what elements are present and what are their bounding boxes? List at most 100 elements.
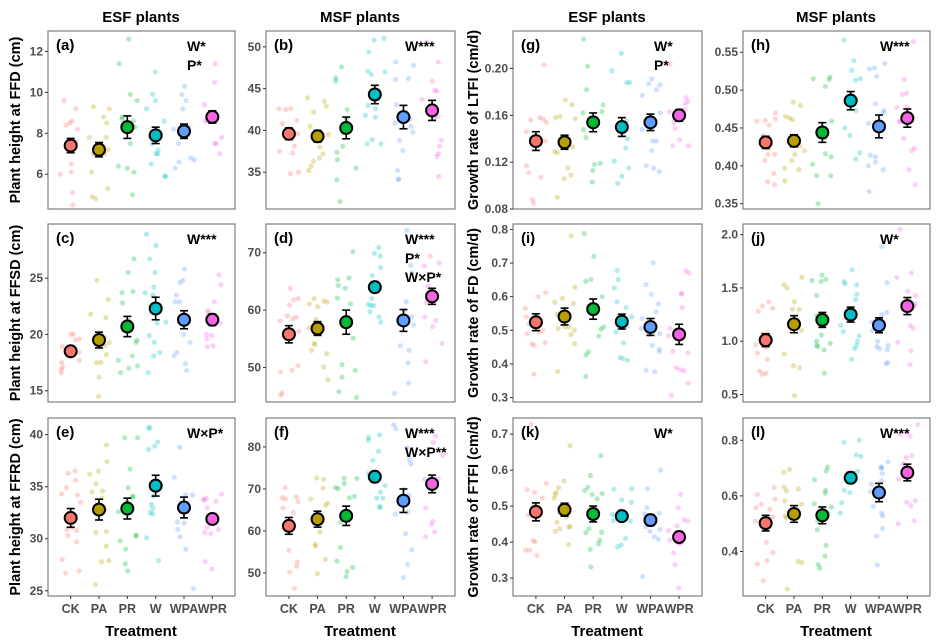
mean-point-pa <box>787 506 801 521</box>
raw-point-pa <box>781 469 787 475</box>
raw-point-w <box>623 145 629 151</box>
raw-point-ck <box>70 331 77 338</box>
raw-point-pa <box>572 284 578 290</box>
raw-point-w <box>152 443 158 449</box>
raw-point-pa <box>552 491 558 498</box>
raw-point-pr <box>337 544 344 550</box>
raw-point-wpr <box>436 173 442 180</box>
raw-point-w <box>155 439 161 445</box>
raw-point-w <box>611 158 618 164</box>
raw-point-wpr <box>911 145 918 152</box>
raw-point-ck <box>772 151 778 158</box>
raw-point-pr <box>117 538 124 544</box>
raw-point-wpa <box>176 299 183 305</box>
raw-point-pa <box>792 151 798 158</box>
mean-point-pr <box>339 315 354 330</box>
mean-point-pa <box>310 321 325 336</box>
raw-point-pr <box>115 357 122 363</box>
raw-point-ck <box>277 148 283 154</box>
raw-point-pa <box>789 306 795 312</box>
raw-point-wpr <box>908 348 914 354</box>
panel-c: 15 20 25 Plant height at FFSD (cm) (c) W*** <box>8 223 236 403</box>
y-tick-label: 10 <box>30 85 44 99</box>
raw-point-pr <box>810 161 816 167</box>
raw-point-pr <box>818 278 824 285</box>
raw-point-ck <box>524 163 530 169</box>
raw-point-wpr <box>419 96 425 103</box>
raw-point-wpr <box>667 325 673 331</box>
raw-point-pa <box>313 316 319 322</box>
raw-point-pr <box>334 177 340 183</box>
y-tick-label: 6 <box>36 167 43 181</box>
mean-point-wpa <box>872 119 886 134</box>
raw-point-pr <box>346 275 352 281</box>
raw-point-wpr <box>681 517 687 523</box>
raw-point-w <box>371 37 377 43</box>
raw-point-pa <box>556 485 562 491</box>
raw-point-pa <box>795 486 801 492</box>
raw-point-ck <box>771 484 777 491</box>
raw-point-wpr <box>432 433 438 439</box>
raw-point-pr <box>589 179 595 185</box>
raw-point-wpr <box>208 530 214 537</box>
raw-point-wpa <box>656 348 663 355</box>
raw-point-wpr <box>432 87 438 93</box>
raw-point-wpa <box>175 526 181 532</box>
raw-point-wpr <box>216 151 223 157</box>
raw-point-ck <box>278 392 284 398</box>
raw-point-w <box>146 425 152 432</box>
raw-point-wpa <box>866 188 872 195</box>
raw-point-pr <box>339 362 345 368</box>
mean-point-pa <box>787 317 801 332</box>
raw-point-w <box>847 132 853 139</box>
raw-point-ck <box>523 314 529 320</box>
raw-point-ck <box>766 299 772 305</box>
raw-point-ck <box>280 505 286 511</box>
raw-point-wpa <box>410 62 417 68</box>
raw-point-pa <box>106 558 112 564</box>
raw-point-pr <box>352 367 358 374</box>
raw-point-ck <box>78 499 84 505</box>
raw-point-ck <box>74 126 81 132</box>
mean-point-wpr <box>425 289 440 304</box>
raw-point-wpr <box>678 290 685 296</box>
raw-point-pa <box>325 132 331 138</box>
raw-point-wpa <box>870 503 876 510</box>
raw-point-w <box>620 340 627 346</box>
raw-point-w <box>371 302 377 309</box>
raw-point-w <box>382 69 388 75</box>
x-tick-label-w: W <box>616 602 628 616</box>
raw-point-wpr <box>679 304 685 311</box>
raw-point-ck <box>65 470 71 476</box>
raw-point-w <box>615 180 621 186</box>
raw-point-wpr <box>666 109 673 115</box>
raw-point-w <box>610 517 617 524</box>
raw-point-wpa <box>880 513 886 519</box>
raw-point-wpa <box>393 425 399 432</box>
panel-i: 0.3 0.4 0.5 0.6 0.7 0.8 Growth rate of FD (cm/… <box>466 222 703 405</box>
x-axis-title-col1: Treatment <box>105 623 177 640</box>
raw-point-w <box>148 161 154 167</box>
raw-point-w <box>838 500 845 506</box>
raw-point-pa <box>103 543 109 549</box>
raw-point-wpr <box>912 182 918 188</box>
raw-point-w <box>154 320 160 326</box>
raw-point-ck <box>528 421 534 428</box>
raw-point-wpr <box>210 343 216 349</box>
panel-frame <box>265 417 456 597</box>
raw-point-pr <box>810 76 816 82</box>
raw-point-pa <box>306 325 312 331</box>
raw-point-wpa <box>879 465 885 471</box>
mean-point-ck <box>758 333 773 348</box>
raw-point-ck <box>541 62 547 68</box>
y-tick-label: 30 <box>30 532 44 546</box>
raw-point-wpa <box>188 155 194 161</box>
raw-point-wpa <box>173 292 180 298</box>
raw-point-pa <box>799 560 805 566</box>
raw-point-ck <box>284 313 291 319</box>
raw-point-ck <box>764 540 770 546</box>
raw-point-pr <box>589 491 595 498</box>
raw-point-pa <box>781 351 787 357</box>
mean-point-w <box>367 469 382 484</box>
raw-point-w <box>151 353 157 359</box>
